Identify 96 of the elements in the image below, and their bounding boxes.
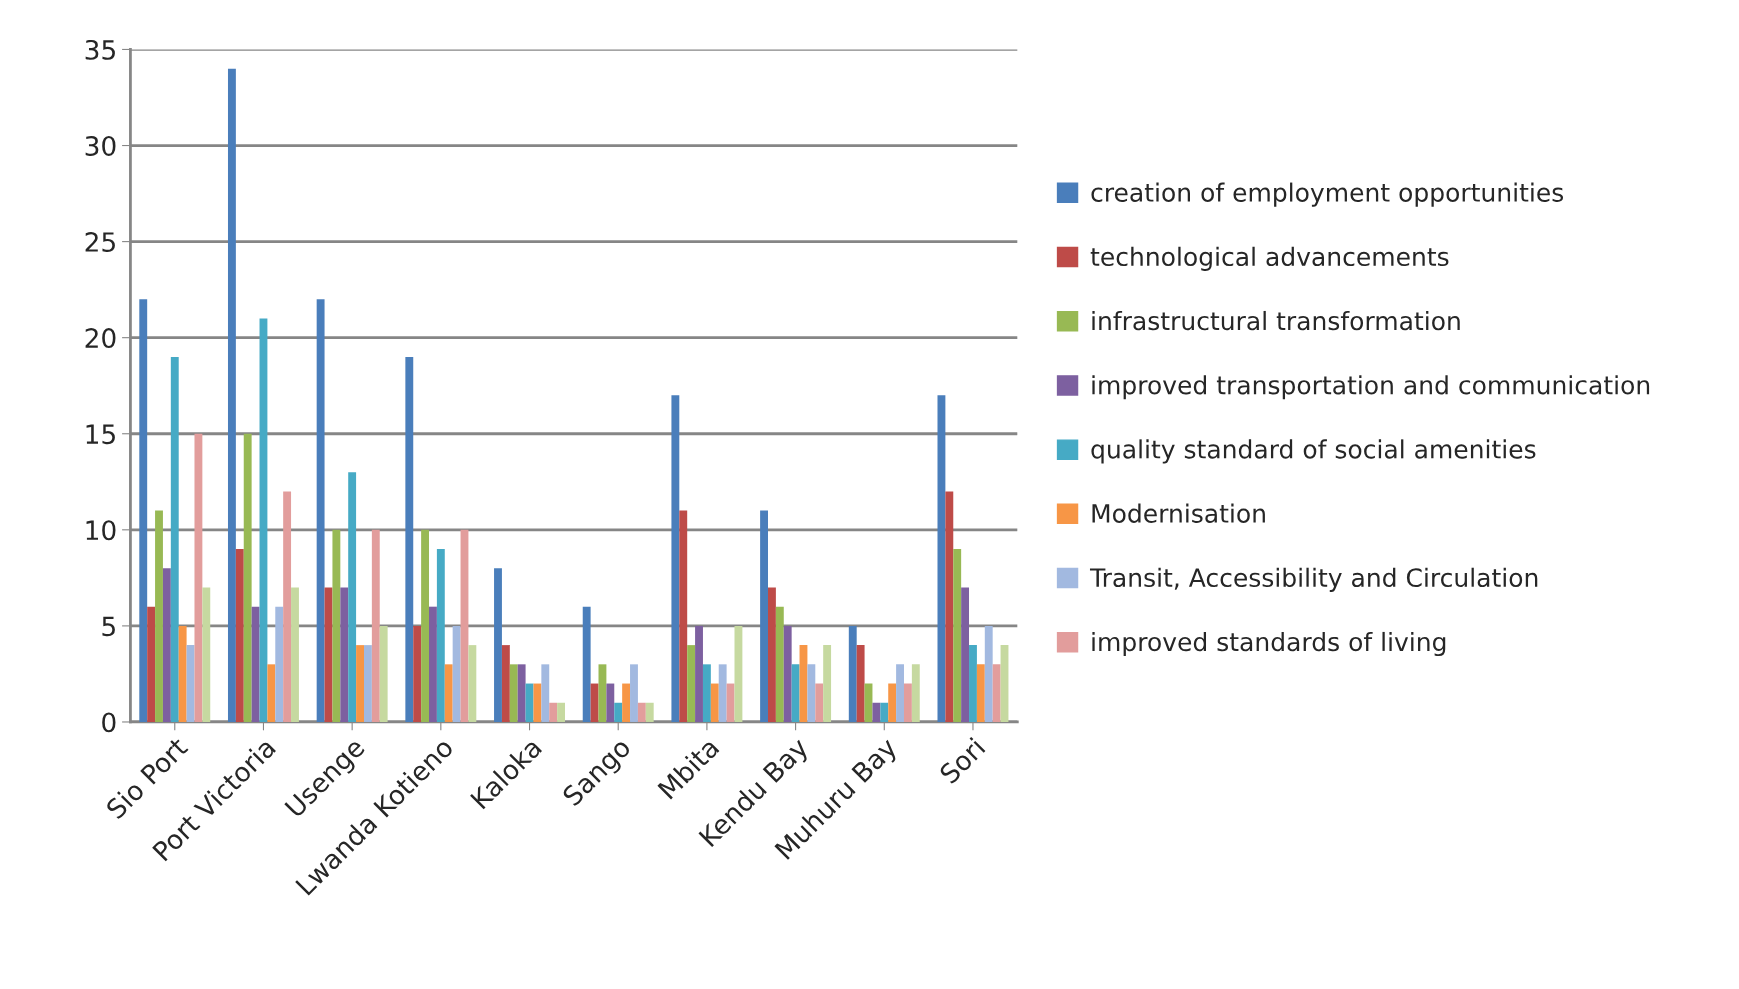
legend-label: creation of employment opportunities [1091, 182, 1564, 207]
bar [509, 664, 518, 722]
bar [170, 356, 179, 722]
bar [848, 625, 857, 722]
bar [139, 299, 148, 722]
bar [162, 568, 171, 722]
bar [371, 529, 380, 722]
bar [953, 549, 962, 722]
bar [856, 645, 865, 722]
bar [961, 587, 970, 722]
bar [872, 702, 881, 722]
bar [533, 683, 542, 722]
bar [807, 664, 816, 722]
y-tick-label: 15 [86, 424, 115, 445]
legend-label: Modernisation [1092, 503, 1265, 523]
bar [275, 606, 284, 722]
bar [590, 683, 599, 722]
legend-label: quality standard of social amenities [1091, 439, 1536, 464]
bar [405, 356, 414, 722]
bar [695, 625, 703, 722]
bar [155, 510, 163, 722]
bar [645, 702, 654, 722]
legend-label: technological advancements [1090, 246, 1449, 271]
bar [783, 625, 792, 722]
bar [969, 645, 977, 722]
bar [517, 664, 526, 722]
bar [363, 645, 372, 722]
legend-label: infrastructural transformation [1092, 310, 1460, 331]
bar [775, 606, 784, 722]
bar [718, 664, 727, 722]
bar [679, 510, 688, 722]
y-tick-label: 20 [85, 328, 116, 349]
bar [356, 645, 364, 722]
bar [823, 645, 832, 722]
bar [316, 299, 325, 722]
y-tick-label: 30 [85, 135, 116, 156]
bar [436, 549, 445, 722]
bar [194, 433, 203, 722]
bar [937, 395, 946, 722]
bar [880, 702, 889, 722]
bar [243, 433, 252, 722]
bar [984, 625, 993, 722]
bar [348, 472, 357, 722]
y-tick-label: 0 [102, 712, 116, 733]
bar [541, 664, 550, 722]
y-tick-label: 5 [102, 616, 115, 637]
bar [911, 664, 920, 722]
bar [147, 606, 156, 722]
bar [202, 587, 211, 722]
bar [332, 529, 341, 722]
bar [413, 625, 422, 722]
bar [630, 664, 638, 722]
bar [768, 587, 776, 722]
bar [235, 549, 244, 722]
bar [903, 683, 912, 722]
bar [227, 68, 236, 722]
y-tick-label: 25 [85, 232, 115, 252]
bar [687, 645, 696, 722]
bar [702, 664, 711, 722]
bar [888, 683, 897, 722]
bar [734, 625, 743, 722]
legend-label: improved standards of living [1092, 631, 1446, 657]
bar [421, 529, 430, 722]
bar [291, 587, 299, 722]
bar [622, 683, 631, 722]
bar [494, 568, 502, 722]
bar [251, 606, 260, 722]
bar [178, 625, 187, 722]
bar [614, 702, 623, 722]
bar [549, 702, 558, 722]
bar [501, 645, 510, 722]
bar [429, 606, 437, 722]
bar [283, 491, 292, 722]
bar [760, 510, 768, 722]
bar [710, 683, 719, 722]
bar [992, 664, 1001, 722]
y-tick-label: 10 [86, 520, 116, 541]
bar [671, 395, 680, 722]
bar [637, 702, 646, 722]
y-tick-label: 35 [85, 39, 115, 60]
legend-label: improved transportation and communication [1092, 375, 1650, 400]
legend-label: Transit, Accessibility and Circulation [1089, 567, 1538, 592]
bar [379, 625, 388, 722]
bar [582, 606, 591, 722]
bar [815, 683, 824, 722]
bar [340, 587, 349, 722]
bar [267, 664, 276, 722]
bar [557, 702, 565, 722]
bar [976, 664, 985, 722]
bar [452, 625, 461, 722]
bar [896, 664, 904, 722]
bar [444, 664, 453, 722]
bar [791, 664, 800, 722]
bar [468, 645, 477, 722]
bar [945, 491, 954, 722]
bar [606, 683, 615, 722]
